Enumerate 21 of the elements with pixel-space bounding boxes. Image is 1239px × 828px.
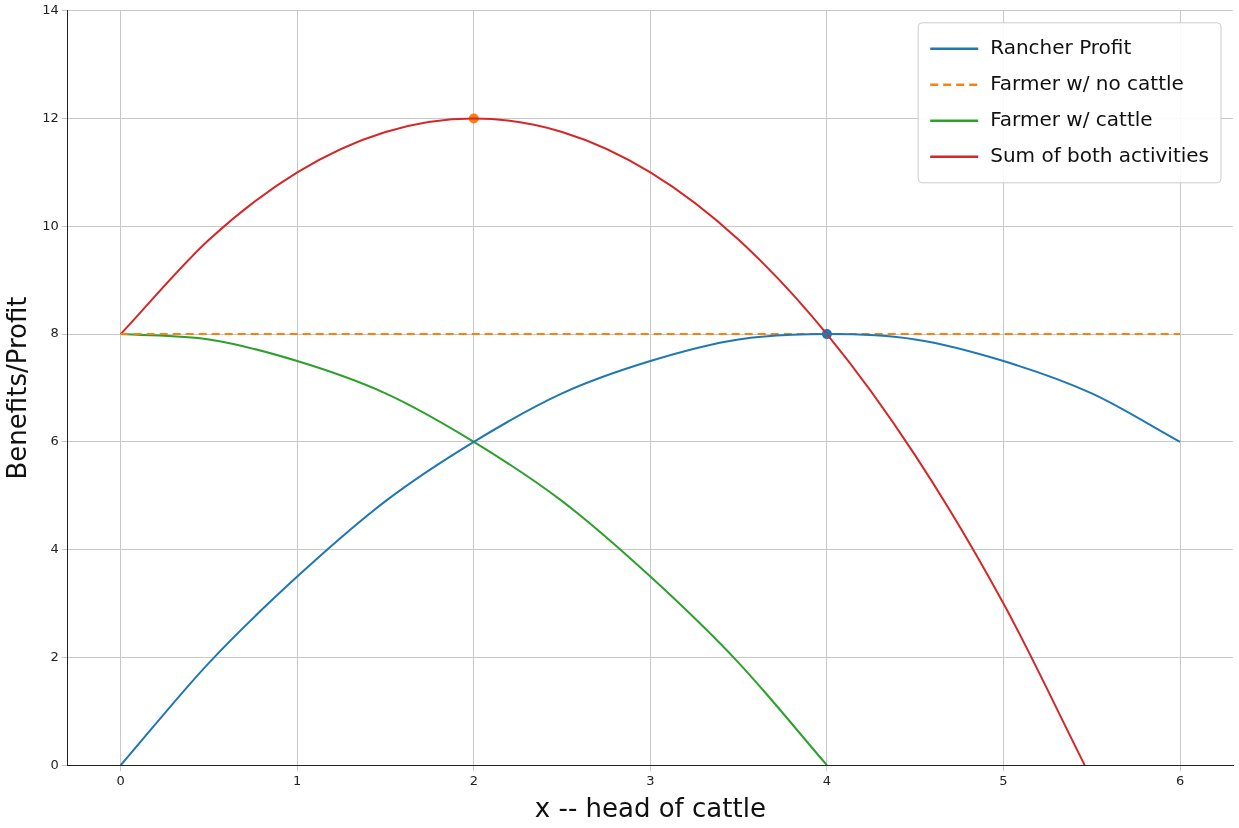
legend-label: Sum of both activities xyxy=(990,143,1210,167)
y-tick-label: 10 xyxy=(42,217,59,233)
y-tick-label: 0 xyxy=(50,756,59,772)
x-tick-label: 2 xyxy=(469,773,478,789)
y-tick-label: 8 xyxy=(50,325,59,341)
y-tick-label: 2 xyxy=(50,648,59,664)
x-tick-label: 4 xyxy=(822,773,832,789)
y-tick-label: 12 xyxy=(42,109,59,125)
x-tick-label: 6 xyxy=(1175,773,1185,789)
x-axis-title: x -- head of cattle xyxy=(534,793,766,824)
x-tick-label: 5 xyxy=(999,773,1008,789)
y-tick-label: 14 xyxy=(42,2,59,18)
y-tick-label: 6 xyxy=(50,433,59,449)
x-tick-label: 0 xyxy=(116,773,125,789)
legend-label: Farmer w/ no cattle xyxy=(990,71,1184,95)
legend-label: Farmer w/ cattle xyxy=(990,107,1153,131)
y-axis-title: Benefits/Profit xyxy=(2,296,33,480)
y-tick-label: 4 xyxy=(50,541,59,557)
x-tick-label: 1 xyxy=(293,773,302,789)
x-tick-label: 3 xyxy=(646,773,655,789)
legend-label: Rancher Profit xyxy=(990,35,1132,59)
